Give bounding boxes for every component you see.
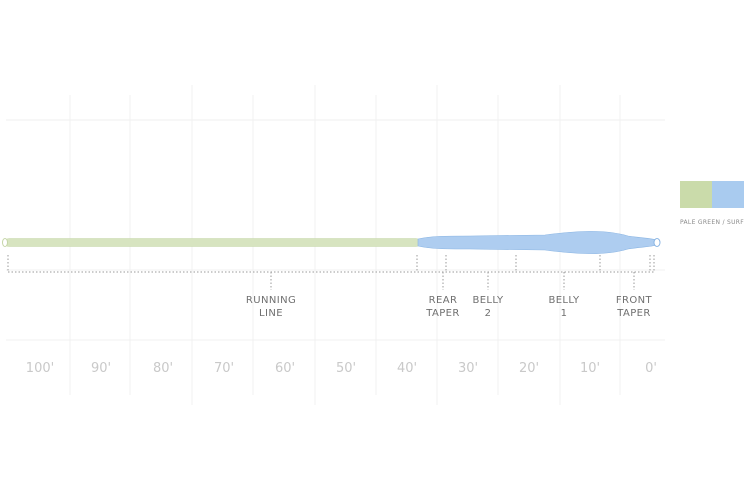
distance-label-90: 90'	[91, 361, 111, 376]
color-legend: PALE GREEN / SURF	[680, 181, 744, 226]
surf-swatch	[712, 181, 744, 208]
front-taper-label-line2: TAPER	[616, 308, 650, 319]
rear-taper-label-line2: TAPER	[425, 308, 459, 319]
distance-label-0: 0'	[645, 361, 657, 376]
front-taper-label-line1: FRONT	[616, 295, 653, 306]
running-line-section	[4, 238, 421, 247]
rear-taper-label-line1: REAR	[429, 295, 458, 306]
distance-label-50: 50'	[336, 361, 356, 376]
section-labels: RUNNING LINE REAR TAPER BELLY 2 BELLY 1 …	[246, 295, 653, 319]
line-profile	[2, 231, 661, 254]
belly-2-label-line2: 2	[485, 308, 492, 319]
distance-axis: 100' 90' 80' 70' 60' 50' 40' 30' 20' 10'…	[26, 361, 657, 376]
line-end-loop	[2, 238, 8, 247]
belly-1-label-line1: BELLY	[548, 295, 580, 306]
distance-label-30: 30'	[458, 361, 478, 376]
line-tip-loop	[653, 238, 661, 247]
section-brackets	[7, 255, 655, 290]
head-section	[417, 231, 658, 254]
legend-label: PALE GREEN / SURF	[680, 219, 744, 226]
pale-green-swatch	[680, 181, 712, 208]
distance-label-60: 60'	[275, 361, 295, 376]
distance-label-70: 70'	[214, 361, 234, 376]
running-line-label-line2: LINE	[259, 308, 283, 319]
distance-label-20: 20'	[519, 361, 539, 376]
belly-2-label-line1: BELLY	[472, 295, 504, 306]
distance-label-40: 40'	[397, 361, 417, 376]
belly-1-label-line2: 1	[561, 308, 568, 319]
running-line-label-line1: RUNNING	[246, 295, 296, 306]
distance-label-100: 100'	[26, 361, 54, 376]
distance-label-80: 80'	[153, 361, 173, 376]
distance-label-10: 10'	[580, 361, 600, 376]
